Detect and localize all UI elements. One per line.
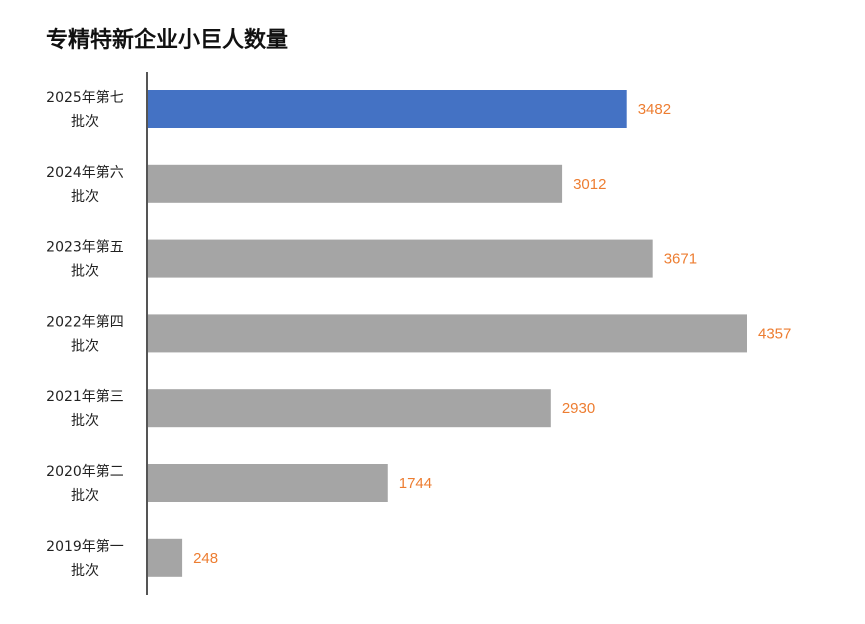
category-label-0: 2025年第七批次 xyxy=(46,89,124,130)
value-labels-group: 3482 3012 3671 4357 2930 1744 248 xyxy=(193,101,791,567)
category-label-2: 2023年第五批次 xyxy=(46,239,124,280)
category-labels-group: 2025年第七批次 2024年第六批次 2023年第五批次 2022年第四批次 2021… xyxy=(46,89,124,579)
bar-1 xyxy=(148,164,563,203)
data-label-1: 3012 xyxy=(573,176,606,193)
category-label-6: 2019年第一批次 xyxy=(46,538,124,579)
data-label-0: 3482 xyxy=(638,101,671,118)
category-label-1: 2024年第六批次 xyxy=(46,164,124,205)
data-label-3: 4357 xyxy=(758,325,791,342)
bar-4 xyxy=(148,389,551,428)
category-label-5: 2020年第二批次 xyxy=(46,463,124,504)
bar-6 xyxy=(148,538,183,577)
data-label-2: 3671 xyxy=(664,251,697,268)
data-label-4: 2930 xyxy=(562,400,595,417)
bar-0 xyxy=(148,90,627,128)
bar-2 xyxy=(148,239,653,278)
chart-title: 专精特新企业小巨人数量 xyxy=(46,28,289,53)
bars-group xyxy=(148,90,747,577)
data-label-5: 1744 xyxy=(399,475,432,492)
bar-5 xyxy=(148,464,388,502)
category-label-3: 2022年第四批次 xyxy=(46,313,124,354)
category-label-4: 2021年第三批次 xyxy=(46,388,124,429)
bar-3 xyxy=(148,314,747,353)
data-label-6: 248 xyxy=(193,550,218,567)
